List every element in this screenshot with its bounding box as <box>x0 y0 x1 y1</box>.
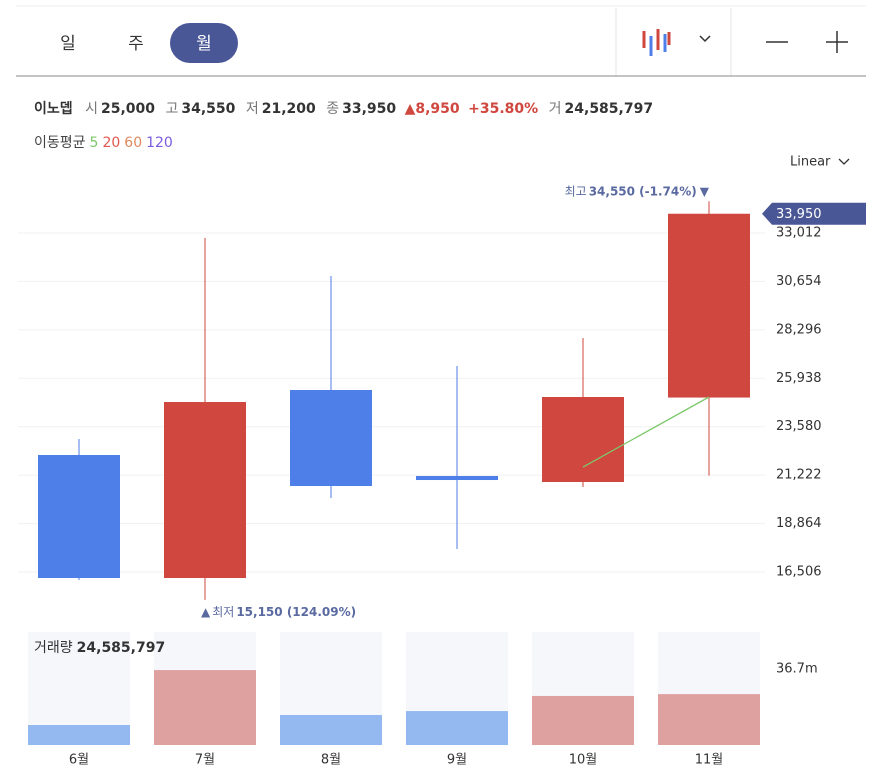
x-tick-label: 10월 <box>569 753 598 768</box>
x-tick-label: 8월 <box>321 753 341 768</box>
volume-bar <box>154 670 256 745</box>
stock-name: 이노뎁 <box>34 100 73 117</box>
high-annotation: 최고 34,550 (-1.74%) ▼ <box>565 184 710 198</box>
y-tick-label: 30,654 <box>776 274 822 289</box>
volume-bar <box>280 714 382 745</box>
value: 33,950 <box>342 101 396 117</box>
x-tick-label: 11월 <box>695 753 724 768</box>
annotation-prefix: 최저 <box>212 604 234 618</box>
scale-mode[interactable]: Linear <box>790 155 831 170</box>
x-tick-label: 7월 <box>195 753 215 768</box>
price-tag <box>762 202 866 225</box>
candle-body <box>668 213 750 398</box>
volume-legend: 거래량 24,585,797 <box>34 640 165 656</box>
label: 종 <box>326 101 339 117</box>
y-tick-label: 21,222 <box>776 468 822 483</box>
value: 34,550 <box>181 101 235 117</box>
y-tick-label: 23,580 <box>776 419 822 434</box>
ma-line <box>582 396 710 468</box>
dropdown[interactable] <box>699 35 711 43</box>
x-tick-label: 6월 <box>69 753 89 768</box>
header: 이노뎁 시 25,000 고 34,550 저 21,200 종 33,950 ▲8,9… <box>34 100 653 117</box>
volume-label: 거래량 <box>34 640 73 656</box>
chart-type-icon[interactable] <box>642 29 671 56</box>
label: 시 <box>85 101 98 117</box>
y-tick-label: 25,938 <box>776 371 822 386</box>
volume-bar <box>28 725 130 745</box>
y-tick-label: 33,012 <box>776 226 822 241</box>
value: 25,000 <box>101 101 155 117</box>
selected-tab-bg <box>170 23 238 63</box>
candle-body <box>290 389 372 487</box>
candle-body <box>38 455 120 579</box>
tab[interactable]: 주 <box>128 34 144 54</box>
label: 거 <box>549 101 562 117</box>
ma-legend-item: 20 <box>102 135 120 151</box>
candle-body <box>164 402 246 579</box>
tab[interactable]: 일 <box>60 34 76 54</box>
candle-body <box>542 397 624 483</box>
annotation-prefix: 최고 <box>565 184 587 198</box>
volume-bar <box>406 711 508 745</box>
y-tick-label: 16,506 <box>776 565 822 580</box>
y-tick-label: 28,296 <box>776 322 822 337</box>
volume-tick-label: 36.7m <box>776 662 818 677</box>
low-annotation: ▲ 최저 15,150 (124.09%) <box>201 604 356 618</box>
x-tick-label: 9월 <box>447 753 467 768</box>
label: 고 <box>165 101 178 117</box>
tab[interactable]: 월 <box>196 34 212 54</box>
value: 8,950 <box>415 101 460 117</box>
ma-legend-item: 120 <box>146 135 173 151</box>
dropdown[interactable] <box>838 158 850 165</box>
volume-value: 24,585,797 <box>77 640 166 656</box>
volume-bar <box>532 695 634 745</box>
volume-bar <box>658 694 760 745</box>
y-tick-label: 18,864 <box>776 516 822 531</box>
value: 21,200 <box>262 101 316 117</box>
zoom-in[interactable] <box>826 31 848 53</box>
annotation-text: 15,150 (124.09%) <box>236 604 356 618</box>
label: 저 <box>246 101 259 117</box>
annotation-arrow: ▲ <box>201 604 211 618</box>
ma-legend: 이동평균 5 20 60 120 <box>34 135 173 151</box>
ma-legend-item: 60 <box>124 135 142 151</box>
annotation-text: 34,550 (-1.74%) <box>589 184 697 198</box>
ma-label: 이동평균 <box>34 135 86 151</box>
candle-body <box>416 476 498 481</box>
value: +35.80% <box>468 101 538 117</box>
up-arrow: ▲ <box>405 101 416 117</box>
price-tag-label: 33,950 <box>776 207 822 222</box>
value: 24,585,797 <box>565 101 654 117</box>
annotation-arrow: ▼ <box>700 184 710 198</box>
ma-legend-item: 5 <box>90 135 99 151</box>
